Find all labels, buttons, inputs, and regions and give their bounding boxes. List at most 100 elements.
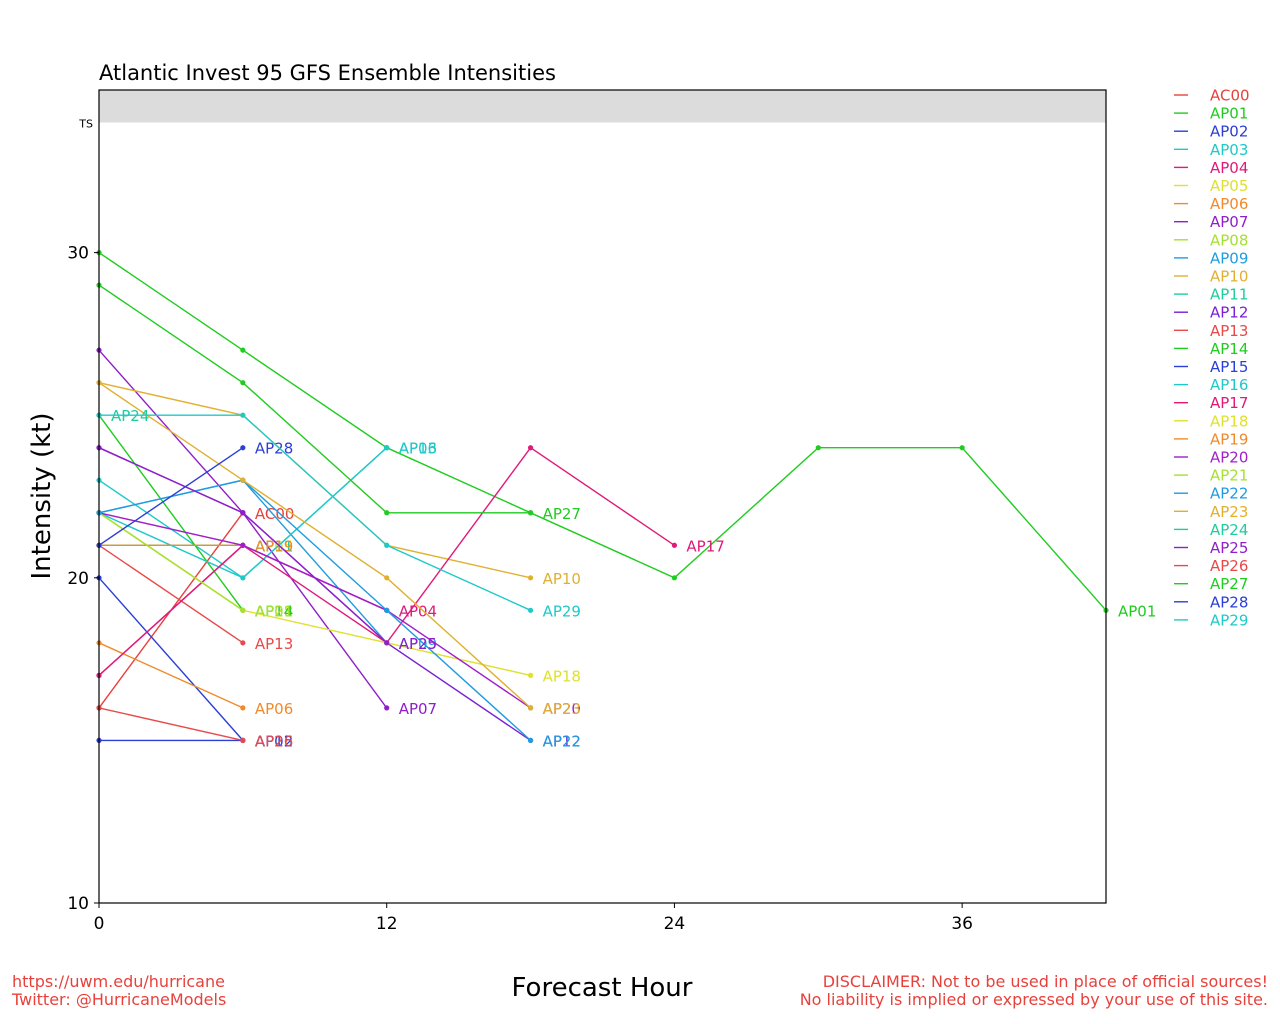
y-tick-label: 20 <box>67 569 89 589</box>
series-end-label: AP22 <box>543 732 581 750</box>
series-end-label: AP19 <box>255 537 293 555</box>
legend-item: AP12 <box>1174 304 1248 322</box>
legend-item: AP24 <box>1174 521 1248 539</box>
data-point <box>240 380 246 386</box>
data-point <box>240 347 246 353</box>
data-point <box>527 672 534 678</box>
x-tick-label: 0 <box>94 914 105 934</box>
footer-twitter: Twitter: @HurricaneModels <box>12 990 227 1009</box>
data-point <box>527 575 534 581</box>
footer-disclaimer-line2: No liability is implied or expressed by … <box>799 990 1268 1009</box>
series-line <box>98 349 388 709</box>
footer-url-link[interactable]: https://uwm.edu/hurricane <box>12 972 225 991</box>
legend-label: AP26 <box>1210 557 1248 575</box>
series-line <box>98 642 244 709</box>
legend-label: AP28 <box>1210 593 1248 611</box>
series-line <box>98 414 244 611</box>
data-point <box>527 510 534 516</box>
legend-label: AP01 <box>1210 105 1248 123</box>
data-point <box>815 445 821 451</box>
series-line <box>98 479 388 644</box>
x-axis-label: Forecast Hour <box>512 973 693 1003</box>
legend-item: AP06 <box>1174 195 1248 213</box>
series-line <box>99 414 531 611</box>
series-ap07: AP07 <box>96 347 437 718</box>
legend-label: AP09 <box>1210 249 1248 267</box>
series-end-label: AP04 <box>399 602 437 620</box>
series-end-label: AP12 <box>543 732 581 750</box>
footer-left: https://uwm.edu/hurricane Twitter: @Hurr… <box>12 973 226 1009</box>
series-ap25: AP25 <box>96 445 437 653</box>
legend-item: AP20 <box>1174 449 1248 467</box>
x-tick-label: 12 <box>376 914 398 934</box>
legend-label: AP19 <box>1210 430 1248 448</box>
legend-item: AP07 <box>1174 213 1248 231</box>
series-end-label: AP17 <box>686 537 724 555</box>
data-point <box>527 607 534 613</box>
data-point <box>384 575 390 581</box>
series-end-label: AP07 <box>399 700 437 718</box>
series-ap10: AP10 <box>96 380 581 588</box>
legend-item: AP29 <box>1174 611 1248 629</box>
legend-label: AP24 <box>1210 521 1248 539</box>
data-point <box>240 542 246 548</box>
legend-label: AP18 <box>1210 412 1248 430</box>
series-end-label: AP18 <box>543 667 581 685</box>
data-point <box>240 607 246 613</box>
series-end-label: AP03 <box>399 440 437 458</box>
series-ap28: AP28 <box>96 440 293 548</box>
data-point <box>384 542 390 548</box>
legend-label: AP17 <box>1210 394 1248 412</box>
data-point <box>240 510 246 516</box>
series-end-label: AC00 <box>255 505 295 523</box>
series-end-label: AP20 <box>543 700 581 718</box>
legend-item: AP11 <box>1174 286 1248 304</box>
legend-item: AP14 <box>1174 340 1248 358</box>
legend-label: AP21 <box>1210 467 1248 485</box>
legend: AC00AP01AP02AP03AP04AP05AP06AP07AP08AP09… <box>1174 87 1250 629</box>
series-end-label: AP29 <box>543 602 581 620</box>
series-end-label: AP01 <box>1118 602 1156 620</box>
legend-label: AP05 <box>1210 177 1248 195</box>
series-line <box>98 577 244 741</box>
series-end-label: AP16 <box>399 440 437 458</box>
legend-label: AP02 <box>1210 123 1248 141</box>
legend-label: AP04 <box>1210 159 1248 177</box>
series-end-label: AP23 <box>543 700 581 718</box>
series-line <box>98 284 531 514</box>
legend-item: AP05 <box>1174 177 1248 195</box>
series-ap01: AP01 <box>96 250 1156 620</box>
series-end-label: AP13 <box>255 635 293 653</box>
series-end-label: AP21 <box>255 602 293 620</box>
ts-band <box>99 90 1106 123</box>
legend-item: AP15 <box>1174 358 1248 376</box>
legend-label: AP14 <box>1210 340 1248 358</box>
legend-item: AP09 <box>1174 249 1248 267</box>
legend-item: AP21 <box>1174 467 1248 485</box>
legend-item: AP02 <box>1174 123 1248 141</box>
data-point <box>384 640 390 646</box>
legend-item: AP23 <box>1174 503 1248 521</box>
series-end-label: AP25 <box>399 635 437 653</box>
data-point <box>384 445 390 451</box>
series-line <box>98 252 1107 611</box>
footer-right: DISCLAIMER: Not to be used in place of o… <box>800 973 1268 1009</box>
y-tick-label: 30 <box>67 244 89 264</box>
legend-item: AP17 <box>1174 394 1248 412</box>
legend-item: AP22 <box>1174 485 1248 503</box>
series-line <box>98 382 532 709</box>
legend-label: AP27 <box>1210 575 1248 593</box>
series-line <box>98 447 244 546</box>
series-line <box>98 512 244 611</box>
legend-label: AP12 <box>1210 304 1248 322</box>
legend-item: AP10 <box>1174 268 1248 286</box>
data-point <box>384 705 390 711</box>
data-point <box>240 737 246 744</box>
legend-label: AP08 <box>1210 231 1248 249</box>
chart-title: Atlantic Invest 95 GFS Ensemble Intensit… <box>99 61 556 85</box>
legend-label: AP07 <box>1210 213 1248 231</box>
series-line <box>98 707 244 742</box>
series-ap27: AP27 <box>96 282 581 523</box>
